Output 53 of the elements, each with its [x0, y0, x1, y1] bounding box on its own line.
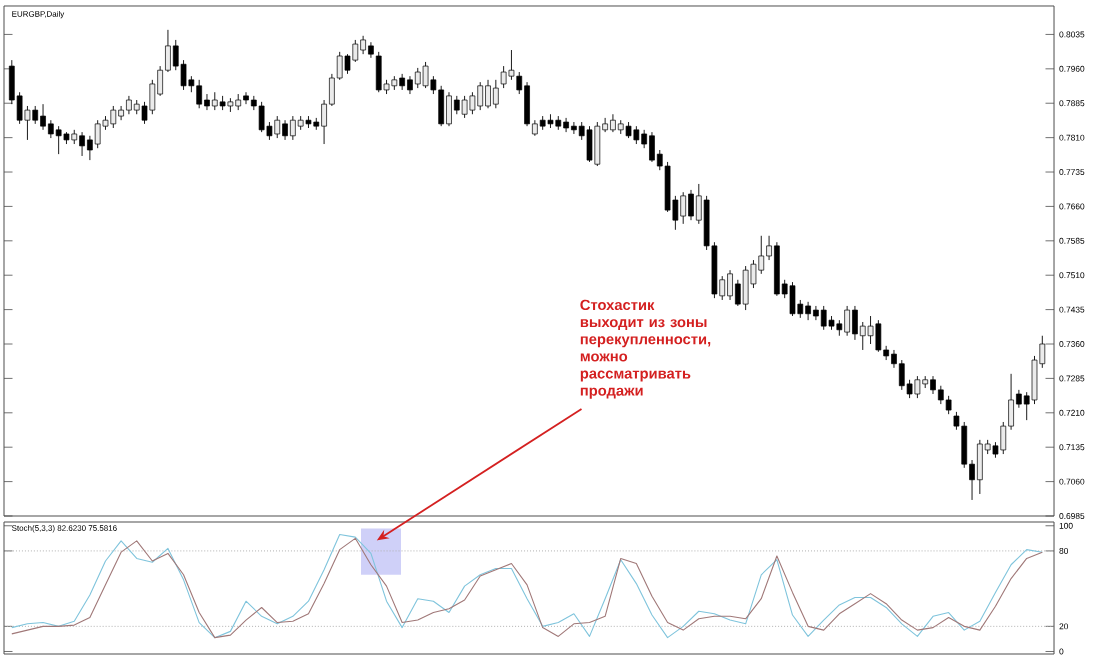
candlestick: [820, 305, 827, 331]
candlestick: [875, 319, 882, 353]
candlestick: [571, 121, 577, 135]
candlestick: [126, 95, 132, 115]
candlestick: [422, 61, 429, 89]
candlestick: [360, 35, 366, 55]
candlestick: [844, 305, 850, 337]
candlestick: [461, 95, 468, 119]
candlestick: [680, 191, 687, 225]
candlestick: [110, 105, 117, 129]
candlestick: [352, 39, 359, 63]
candlestick: [274, 115, 281, 139]
candlestick: [742, 265, 749, 311]
candlestick: [610, 113, 616, 133]
candlestick: [727, 269, 733, 301]
candlestick: [258, 101, 265, 133]
candlestick: [438, 85, 445, 127]
candlestick: [649, 131, 655, 163]
candlestick: [55, 125, 62, 155]
candlestick: [524, 81, 530, 127]
candlestick: [40, 103, 46, 131]
candlestick: [94, 119, 101, 149]
candlestick: [898, 359, 905, 391]
candlestick: [852, 305, 858, 341]
candlestick: [399, 73, 405, 91]
candlestick: [290, 115, 296, 141]
candlestick: [414, 67, 421, 89]
candlestick: [594, 121, 601, 167]
candlestick: [196, 79, 203, 109]
candlestick: [586, 125, 593, 163]
candlestick: [243, 91, 249, 105]
candlestick: [500, 65, 507, 89]
candlestick: [563, 117, 569, 133]
candlestick: [805, 301, 811, 321]
candlestick: [282, 119, 288, 141]
candlestick: [446, 91, 452, 127]
candlestick: [485, 79, 491, 109]
candlestick: [118, 105, 124, 121]
candlestick: [977, 439, 983, 495]
candlestick: [688, 189, 694, 221]
candlestick: [914, 375, 921, 399]
candlestick: [945, 395, 952, 415]
candlestick: [813, 305, 819, 321]
candlestick: [204, 93, 210, 111]
candlestick: [375, 51, 382, 93]
candlestick: [469, 91, 476, 115]
candlestick: [79, 131, 85, 157]
candlestick: [937, 385, 944, 405]
candlestick: [492, 79, 499, 109]
candlestick: [477, 81, 484, 111]
candlestick: [789, 281, 796, 317]
candlestick: [867, 315, 874, 345]
candlestick: [664, 161, 671, 213]
